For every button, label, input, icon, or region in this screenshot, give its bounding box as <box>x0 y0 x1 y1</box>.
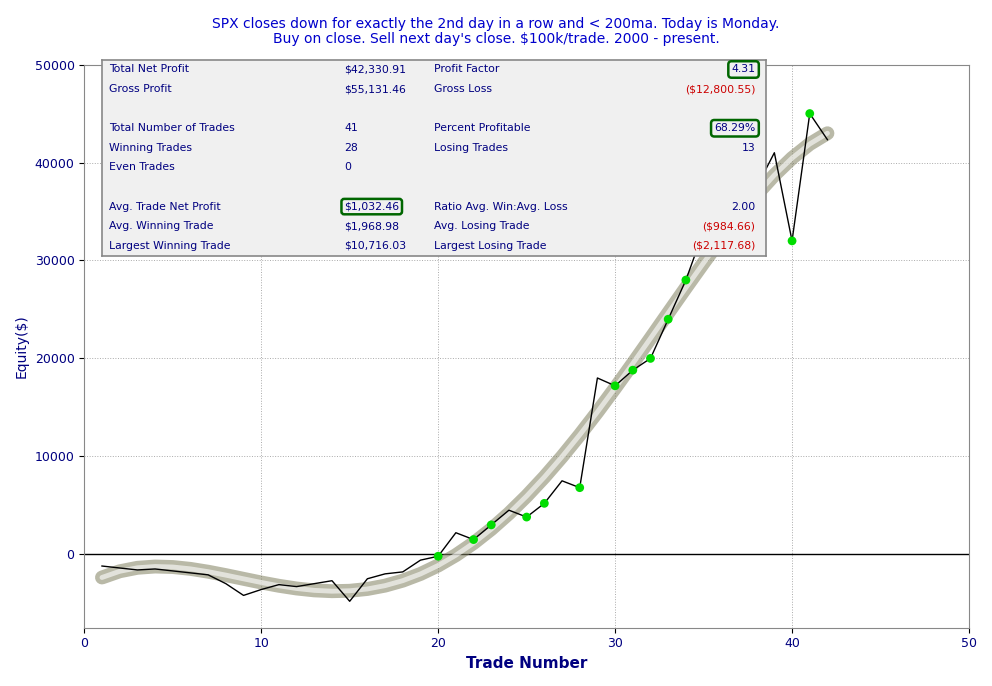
X-axis label: Trade Number: Trade Number <box>466 656 587 671</box>
Point <box>483 519 499 530</box>
Point <box>713 206 729 217</box>
Point <box>625 365 641 376</box>
Point <box>571 482 587 493</box>
Point <box>537 498 553 509</box>
Point <box>661 314 677 324</box>
Point <box>431 551 446 562</box>
Y-axis label: Equity($): Equity($) <box>15 314 29 378</box>
Text: Buy on close. Sell next day's close. $100k/trade. 2000 - present.: Buy on close. Sell next day's close. $10… <box>273 32 719 46</box>
Point <box>784 235 800 246</box>
Point <box>802 108 817 119</box>
Point <box>519 512 535 523</box>
Point <box>695 226 711 237</box>
Text: SPX closes down for exactly the 2nd day in a row and < 200ma. Today is Monday.: SPX closes down for exactly the 2nd day … <box>212 17 780 31</box>
Point <box>678 274 693 285</box>
Point <box>607 380 623 391</box>
Point <box>731 191 747 202</box>
Point <box>643 353 659 364</box>
Point <box>465 534 481 545</box>
Point <box>749 182 765 193</box>
